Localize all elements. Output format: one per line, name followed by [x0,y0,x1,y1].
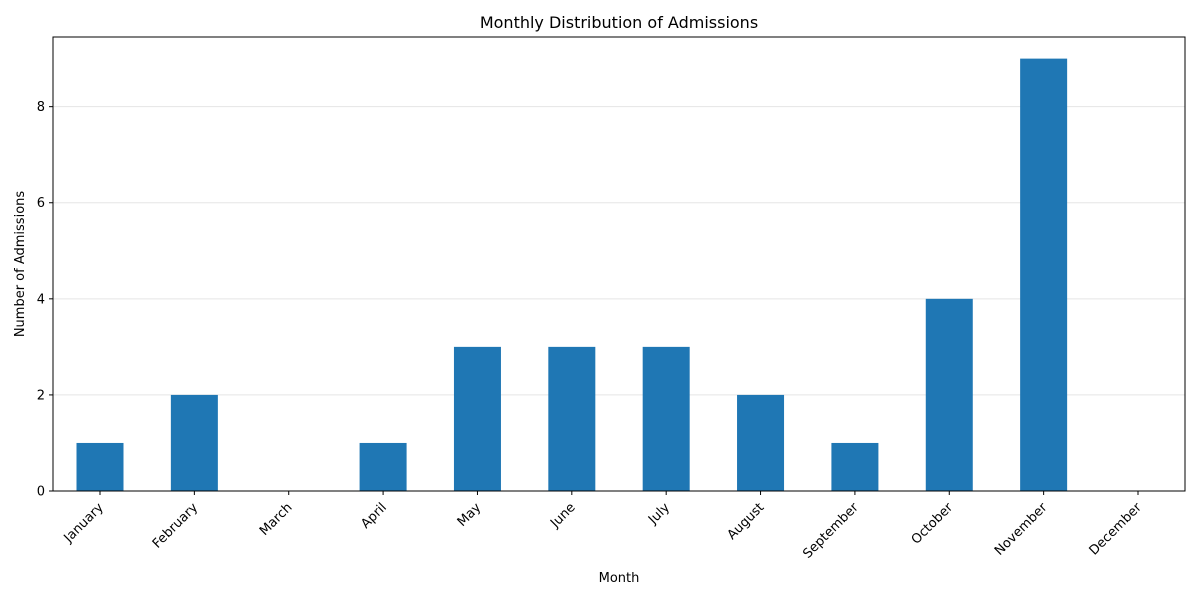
bar-june [548,346,596,491]
y-axis-ticks: 0 2 4 6 8 [37,100,53,500]
bar-february [170,394,218,491]
chart-title: Monthly Distribution of Admissions [480,13,758,32]
bar-october [925,298,973,491]
plot-frame [52,36,1186,492]
bar-august [737,394,785,491]
bar-september [831,442,879,491]
y-tick-label: 8 [37,100,45,115]
bar-april [359,442,407,491]
bar-july [642,346,690,491]
bar-may [453,346,501,491]
bar-january [76,442,124,491]
y-tick-label: 4 [37,292,45,307]
x-axis-label: Month [599,571,640,586]
bar-november [1020,58,1068,491]
y-tick-label: 2 [37,388,45,403]
y-gridlines [53,106,1185,396]
bars [76,58,1068,491]
y-axis-label: Number of Admissions [13,191,28,338]
y-tick-label: 6 [37,196,45,211]
y-tick-label: 0 [37,485,45,500]
